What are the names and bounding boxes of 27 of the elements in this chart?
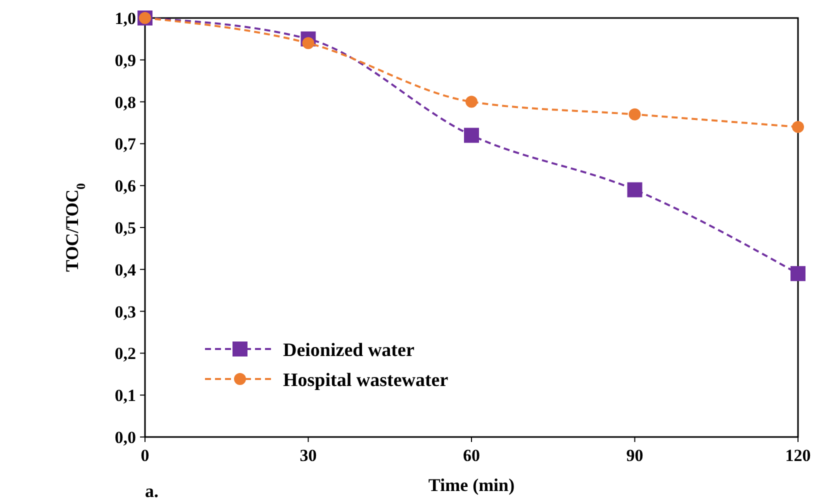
point [302, 37, 314, 50]
y-tick-label: 1,0 [114, 9, 136, 28]
point [464, 128, 479, 143]
x-tick-label: 30 [300, 446, 317, 465]
legend-label: Deionized water [283, 340, 415, 361]
x-tick-label: 0 [140, 446, 150, 465]
x-tick-label: 60 [463, 446, 480, 465]
y-tick-label: 0,9 [114, 50, 136, 70]
point [627, 182, 642, 198]
y-tick-label: 0,2 [114, 344, 136, 364]
y-tick-label: 0,4 [114, 260, 136, 280]
text: a. [145, 481, 158, 501]
y-tick-label: 0,5 [114, 218, 136, 238]
point [792, 120, 804, 133]
y-tick-label: 0,0 [114, 428, 136, 447]
y-tick-label: 0,6 [114, 176, 136, 196]
legend-label: Hospital wastewater [283, 370, 449, 391]
y-tick-label: 0,7 [114, 134, 136, 154]
y-tick-label: 0,8 [114, 92, 136, 112]
y-tick-label: 0,1 [114, 386, 136, 406]
x-tick-label: 120 [785, 446, 811, 465]
point [466, 96, 478, 108]
y-tick-label: 0,3 [114, 302, 136, 322]
point [628, 108, 641, 120]
x-tick-label: 90 [626, 446, 644, 465]
point [790, 266, 806, 282]
x-axis-title: Time (min) [428, 475, 515, 495]
